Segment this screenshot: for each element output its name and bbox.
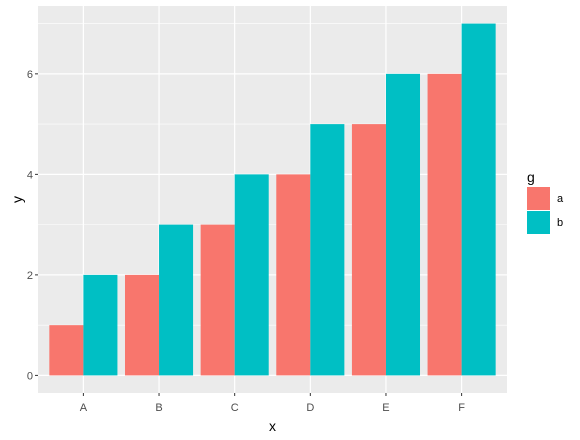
legend-label-a: a [557,193,564,205]
legend-label-b: b [557,217,563,229]
x-tick-label: A [80,402,88,414]
legend-key-b [527,211,550,234]
y-axis: 0 2 4 6 [27,69,38,382]
y-tick-label: 2 [27,270,33,282]
bar-a-B [124,274,160,376]
bar-b-F [461,23,496,376]
legend: g ab [527,169,564,234]
x-tick-label: B [155,402,162,414]
bar-b-A [83,274,118,376]
x-axis: A B C D E F [80,393,465,414]
x-tick-label: D [306,402,314,414]
bar-b-E [385,73,421,376]
x-tick-label: C [231,402,239,414]
legend-title: g [527,169,535,185]
bar-a-E [351,124,386,376]
bar-b-B [159,224,194,376]
bar-a-A [49,325,84,376]
y-tick-label: 0 [27,370,33,382]
bar-a-F [427,73,462,376]
x-axis-title: x [269,418,276,434]
x-tick-label: E [382,402,389,414]
bar-a-D [276,174,311,376]
y-tick-label: 6 [27,69,33,81]
legend-key-a [527,187,550,210]
bar-a-C [200,224,235,376]
bar-b-C [234,174,269,376]
x-tick-label: F [458,402,465,414]
y-axis-title: y [9,196,25,203]
bar-b-D [310,124,345,376]
y-tick-label: 4 [27,169,33,181]
bars [49,23,496,376]
